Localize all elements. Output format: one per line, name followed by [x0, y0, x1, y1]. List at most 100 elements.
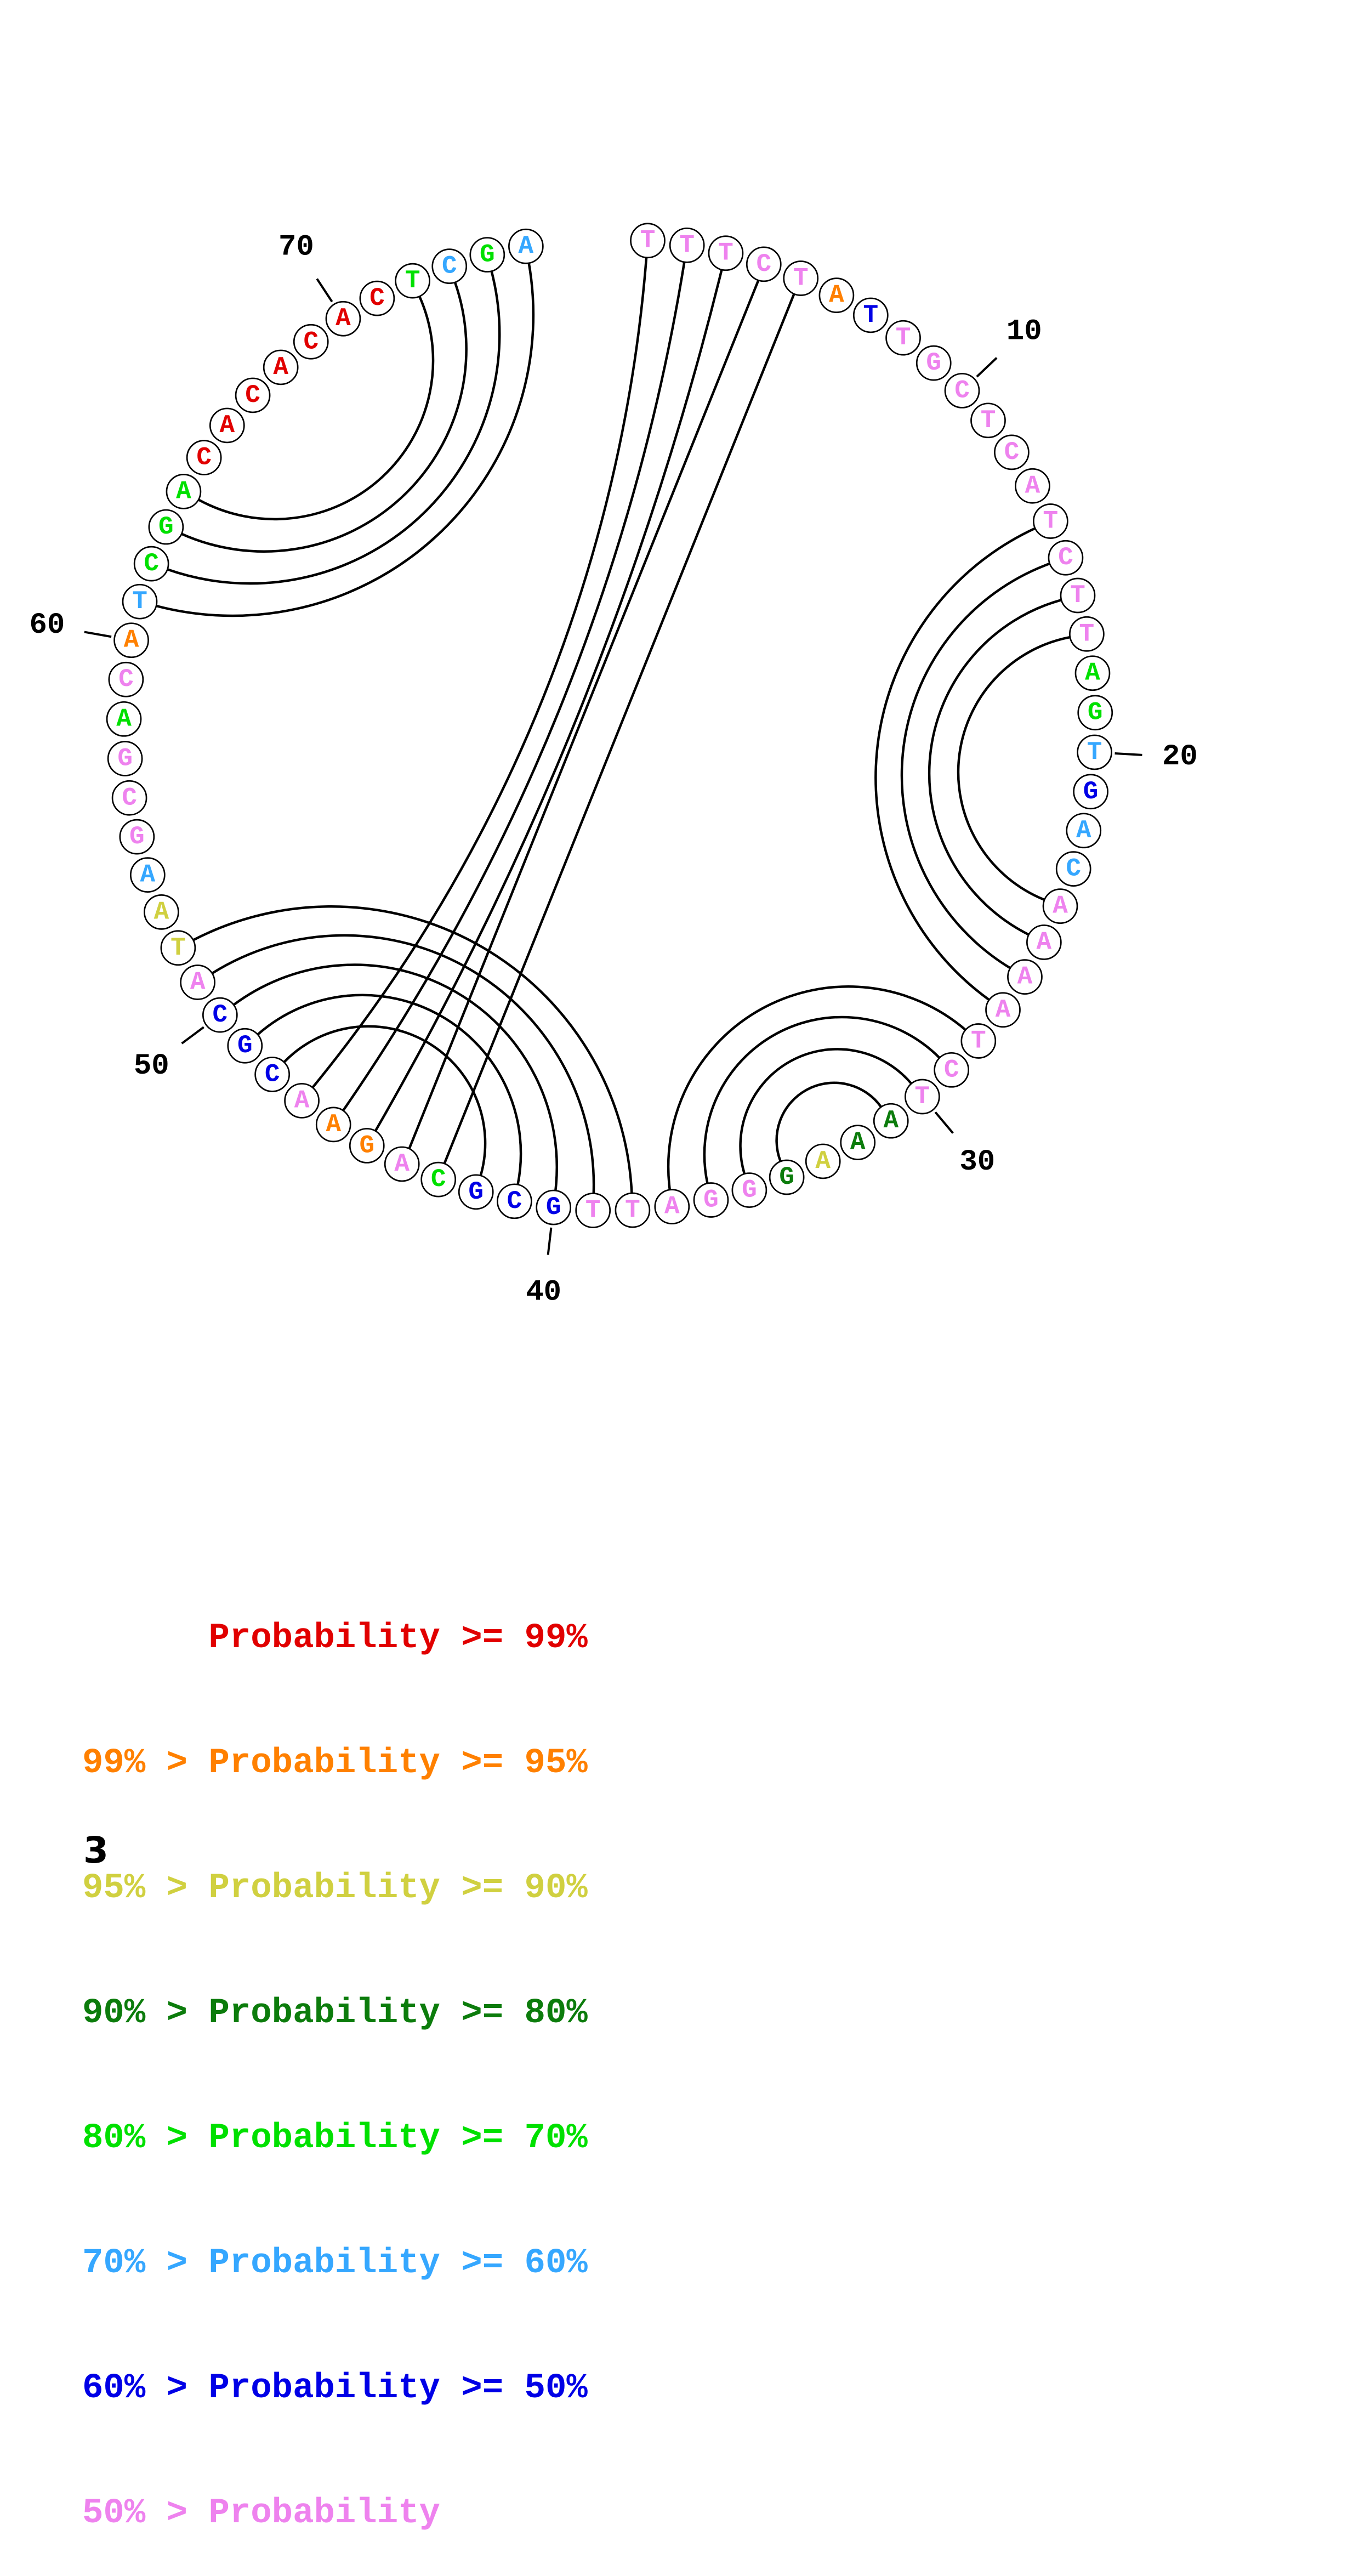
nucleotide-circle — [654, 1189, 690, 1225]
nucleotide-letter: A — [124, 626, 139, 655]
basepair-arc — [311, 256, 648, 1089]
nucleotide-letter: G — [117, 744, 133, 773]
basepair-arc — [667, 985, 967, 1191]
nucleotide-letter: T — [793, 264, 809, 293]
basepair-arc — [256, 994, 522, 1186]
probability-legend: Probability >= 99% 99% > Probability >= … — [82, 1534, 588, 2576]
nucleotide-letter: T — [1070, 581, 1085, 610]
nucleotide-circle — [1060, 577, 1096, 614]
nucleotide-letter: C — [507, 1187, 522, 1216]
nucleotide-circle — [783, 260, 819, 296]
nucleotide-letter: T — [718, 239, 733, 268]
nucleotide-letter: A — [190, 968, 206, 997]
nucleotide-circle — [315, 1107, 351, 1143]
nucleotide-letter: C — [196, 444, 212, 472]
nucleotide-circle — [458, 1174, 494, 1210]
nucleotide-circle — [133, 546, 169, 582]
position-tick — [316, 278, 333, 303]
nucleotide-letter: T — [1043, 507, 1059, 536]
nucleotide-circle — [359, 280, 395, 316]
basepair-arc — [739, 1048, 913, 1176]
nucleotide-circle — [1077, 695, 1113, 731]
nucleotide-letter: A — [996, 996, 1011, 1024]
nucleotide-letter: C — [303, 327, 319, 356]
nucleotide-letter: G — [546, 1193, 561, 1222]
nucleotide-circle — [263, 349, 299, 385]
nucleotide-letter: A — [394, 1150, 410, 1178]
nucleotide-letter: A — [850, 1128, 866, 1157]
position-tick — [181, 1026, 204, 1045]
nucleotide-letter: T — [405, 266, 420, 295]
nucleotide-circle — [852, 297, 889, 333]
nucleotide-letter: T — [1079, 620, 1095, 648]
position-label: 50 — [134, 1049, 169, 1083]
nucleotide-circle — [113, 622, 149, 659]
nucleotide-letter: T — [132, 587, 147, 616]
nucleotide-circle — [119, 819, 155, 855]
nucleotide-letter: C — [144, 549, 159, 578]
nucleotide-circle — [994, 434, 1030, 470]
nucleotide-circle — [970, 402, 1006, 439]
nucleotide-letter: T — [915, 1082, 930, 1111]
nucleotide-circle — [1042, 888, 1078, 924]
position-tick — [1115, 752, 1142, 756]
nucleotide-letter: C — [442, 252, 457, 281]
nucleotide-letter: G — [468, 1178, 484, 1206]
nucleotide-letter: A — [294, 1086, 310, 1115]
nucleotide-circle — [1066, 813, 1102, 849]
legend-line: 90% > Probability >= 80% — [82, 1994, 588, 2033]
nucleotide-circle — [769, 1159, 805, 1195]
nucleotide-circle — [107, 741, 143, 776]
nucleotide-circle — [840, 1125, 876, 1160]
page-number: 3 — [83, 1829, 109, 1871]
nucleotide-circle — [708, 235, 744, 271]
basepair-arc — [211, 934, 595, 1195]
nucleotide-letter: A — [1076, 816, 1091, 845]
nucleotide-letter: G — [480, 241, 495, 269]
nucleotide-letter: C — [245, 381, 260, 410]
nucleotide-circle — [166, 474, 202, 509]
basepair-arc — [408, 279, 760, 1150]
legend-line: 60% > Probability >= 50% — [82, 2369, 588, 2408]
nucleotide-circle — [985, 992, 1021, 1028]
nucleotide-circle — [731, 1172, 767, 1208]
position-label: 30 — [959, 1145, 995, 1179]
position-tick — [934, 1111, 954, 1134]
nucleotide-letter: G — [1088, 699, 1103, 727]
nucleotide-circle — [227, 1028, 263, 1064]
nucleotide-circle — [536, 1189, 572, 1225]
nucleotide-letter: G — [703, 1185, 719, 1214]
nucleotide-circle — [873, 1103, 909, 1139]
nucleotide-letter: G — [1083, 778, 1099, 806]
nucleotide-circle — [960, 1023, 997, 1059]
nucleotide-letter: T — [1087, 738, 1102, 767]
nucleotide-letter: C — [122, 784, 137, 812]
nucleotide-letter: T — [896, 324, 911, 352]
nucleotide-circle — [1048, 540, 1084, 576]
nucleotide-circle — [693, 1182, 729, 1218]
nucleotide-circle — [1074, 655, 1111, 691]
nucleotide-circle — [325, 300, 361, 337]
position-label: 20 — [1162, 740, 1198, 774]
nucleotide-circle — [1055, 851, 1091, 887]
basepair-arc — [180, 281, 468, 553]
nucleotide-circle — [497, 1183, 532, 1219]
nucleotide-letter: A — [1053, 892, 1068, 921]
nucleotide-circle — [1073, 774, 1108, 810]
nucleotide-letter: C — [265, 1060, 280, 1088]
nucleotide-letter: C — [954, 376, 970, 405]
nucleotide-letter: A — [815, 1147, 831, 1176]
nucleotide-circle — [111, 780, 147, 816]
nucleotide-circle — [431, 248, 468, 284]
nucleotide-letter: A — [1017, 963, 1033, 991]
basepair-arc — [166, 270, 501, 585]
nucleotide-circle — [420, 1161, 457, 1198]
position-label: 70 — [278, 230, 314, 264]
nucleotide-circle — [916, 345, 952, 381]
position-tick — [976, 357, 998, 378]
nucleotide-circle — [395, 263, 430, 299]
nucleotide-circle — [384, 1146, 420, 1182]
nucleotide-letter: A — [883, 1107, 899, 1135]
nucleotide-circle — [129, 857, 166, 893]
